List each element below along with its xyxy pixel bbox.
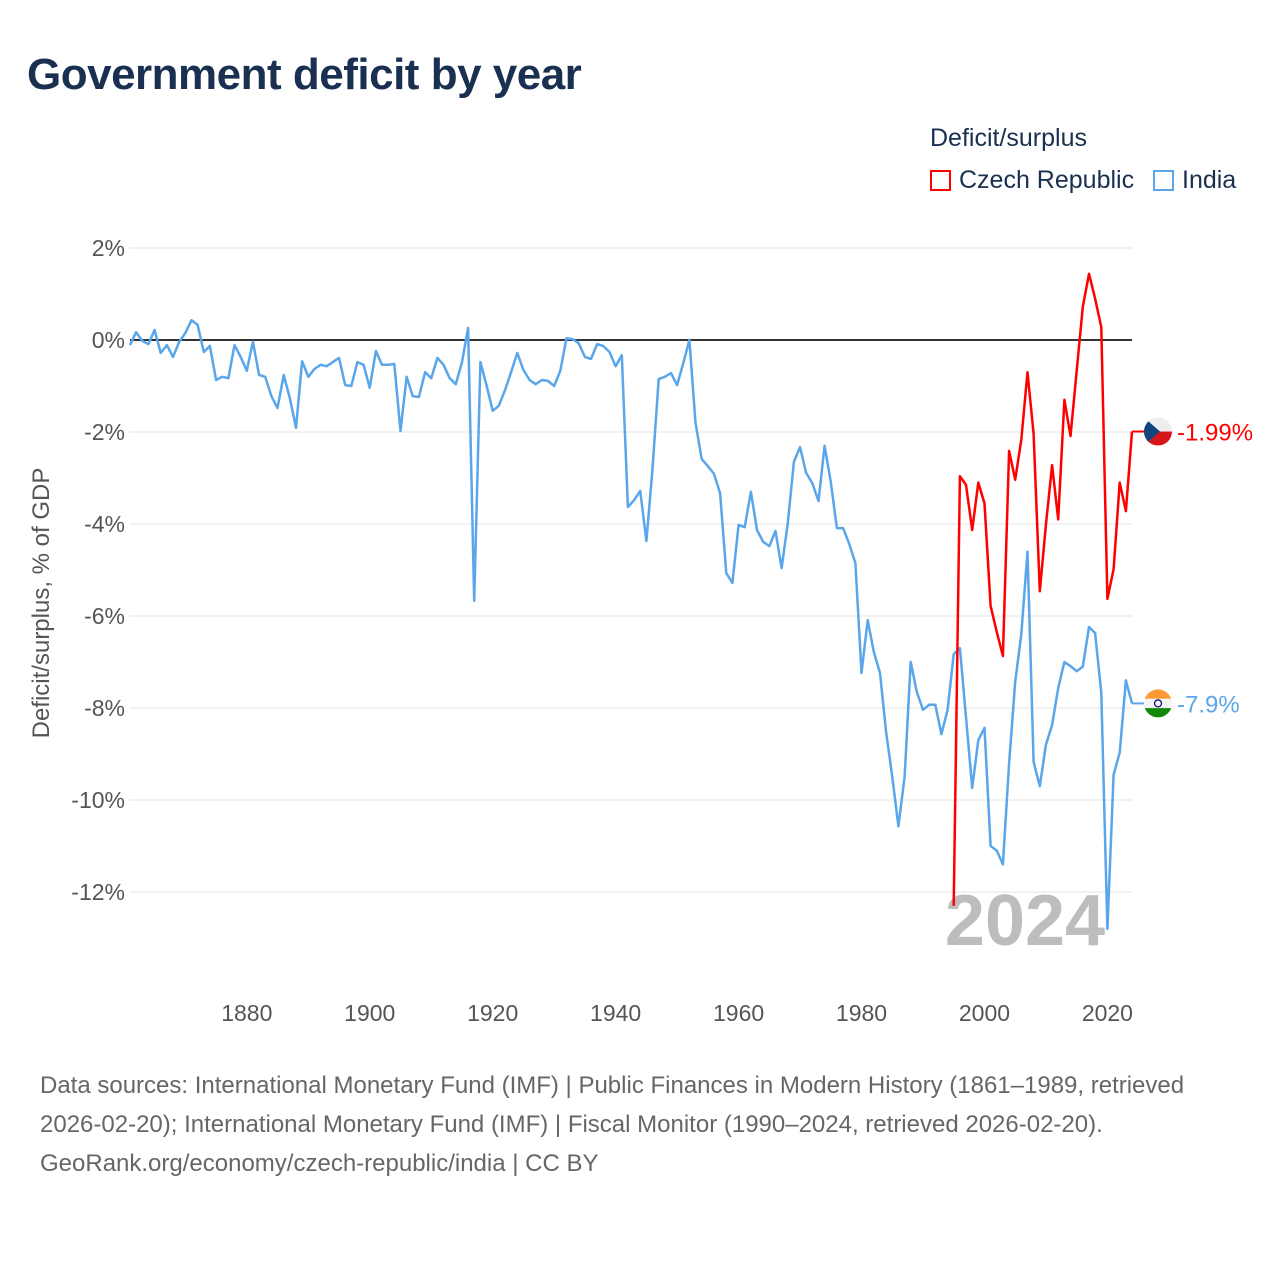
data-sources: Data sources: International Monetary Fun…	[40, 1072, 1185, 1138]
x-tick-label: 1980	[836, 1000, 887, 1026]
series-line-czech-republic	[952, 272, 1134, 906]
legend-title: Deficit/surplus	[930, 124, 1087, 152]
y-tick-label: -6%	[84, 603, 125, 629]
x-tick-label: 2020	[1082, 1000, 1133, 1026]
x-tick-label: 1900	[344, 1000, 395, 1026]
footer: Data sources: International Monetary Fun…	[40, 1066, 1250, 1183]
legend-swatch-czech	[930, 170, 951, 191]
y-tick-label: -12%	[71, 879, 125, 905]
india-flag-icon	[1144, 689, 1172, 718]
end-value-label: -1.99%	[1177, 420, 1253, 447]
legend-label: Czech Republic	[959, 166, 1135, 194]
y-tick-label: -8%	[84, 695, 125, 721]
legend-label: India	[1182, 166, 1237, 194]
y-tick-label: 0%	[92, 327, 125, 353]
chart-title: Government deficit by year	[27, 50, 582, 99]
y-tick-label: -4%	[84, 511, 125, 537]
y-tick-label: -10%	[71, 787, 125, 813]
current-year-label: 2024	[945, 881, 1105, 961]
x-tick-label: 1940	[590, 1000, 641, 1026]
x-tick-label: 1880	[221, 1000, 272, 1026]
x-tick-label: 1920	[467, 1000, 518, 1026]
end-value-label: -7.9%	[1177, 691, 1240, 718]
legend-item-czech-republic[interactable]: Czech Republic	[930, 166, 1134, 195]
legend-swatch-india	[1153, 170, 1174, 191]
y-tick-label: -2%	[84, 419, 125, 445]
y-tick-label: 2%	[92, 235, 125, 261]
x-tick-label: 2000	[959, 1000, 1010, 1026]
credit-link[interactable]: GeoRank.org/economy/czech-republic/india…	[40, 1150, 599, 1177]
legend-item-india[interactable]: India	[1153, 166, 1236, 195]
czech-flag-icon	[1144, 417, 1172, 446]
x-tick-label: 1960	[713, 1000, 764, 1026]
series-line-india	[128, 318, 1134, 931]
